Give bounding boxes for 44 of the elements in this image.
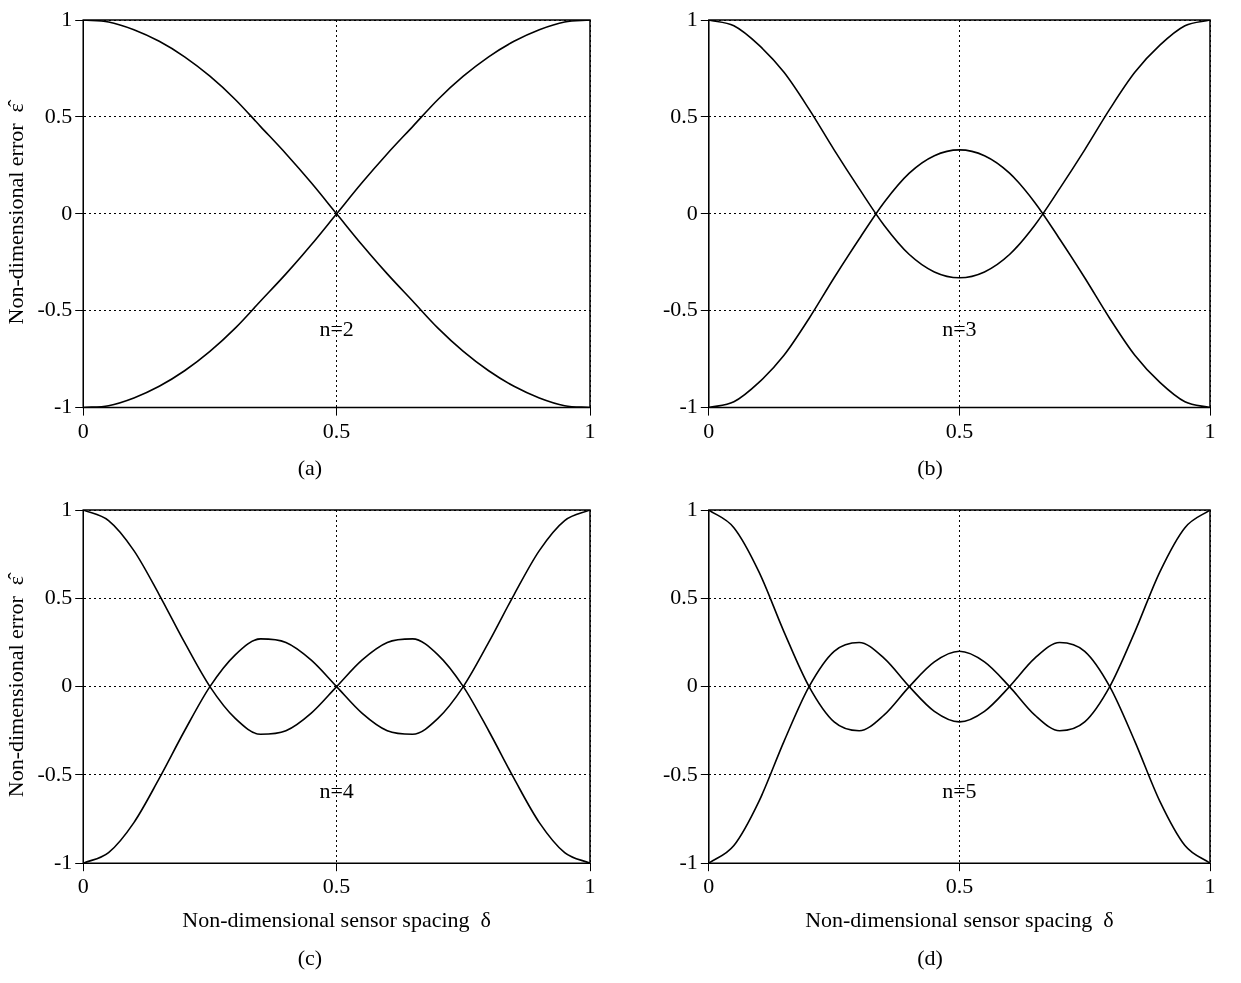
y-tick-label: 1 [61,5,73,31]
text: (b) [916,454,944,482]
text: (a) [296,454,324,482]
x-tick-label: 0.5 [322,873,351,899]
y-tick-label: 0 [61,672,73,698]
y-tick-label: 1 [686,5,698,31]
y-tick-label: -1 [679,848,698,874]
y-axis-title: Non-dimensional error ε̂ [2,99,28,325]
y-tick-label: 1 [686,495,698,521]
x-axis-title: Non-dimensional sensor spacing δ [805,906,1114,932]
y-tick-label: 1 [61,495,73,521]
y-tick-label: 0 [61,199,73,225]
y-tick-label: 0.5 [670,584,698,610]
y-tick-label: -0.5 [37,760,73,786]
x-axis-title: Non-dimensional sensor spacing δ [182,906,491,932]
y-tick-label: -1 [679,393,698,419]
x-tick-label: 0 [703,873,715,899]
x-tick-label: 0 [77,417,89,443]
y-tick-label: 0 [686,199,698,225]
x-tick-label: 1 [584,873,596,899]
text: (c) [296,944,324,972]
text: (d) [916,944,944,972]
y-tick-label: -0.5 [663,760,698,786]
x-tick-label: 0.5 [945,417,974,443]
y-tick-label: -0.5 [663,296,698,322]
y-tick-label: 0.5 [670,102,698,128]
x-tick-label: 0.5 [945,873,974,899]
x-tick-label: 0 [77,873,89,899]
annotation: n=4 [319,778,354,804]
x-tick-label: 1 [584,417,596,443]
y-tick-label: -1 [53,848,73,874]
x-tick-label: 1 [1204,417,1216,443]
x-tick-label: 1 [1204,873,1216,899]
x-tick-label: 0.5 [322,417,351,443]
y-axis-title: Non-dimensional error ε̂ [2,571,28,798]
y-tick-label: 0 [686,672,698,698]
y-tick-label: 0.5 [44,102,73,128]
annotation: n=5 [942,778,977,804]
y-tick-label: -1 [53,393,73,419]
x-tick-label: 0 [703,417,715,443]
y-tick-label: 0.5 [44,584,73,610]
y-tick-label: -0.5 [37,296,73,322]
annotation: n=2 [319,315,354,341]
annotation: n=3 [942,315,977,341]
